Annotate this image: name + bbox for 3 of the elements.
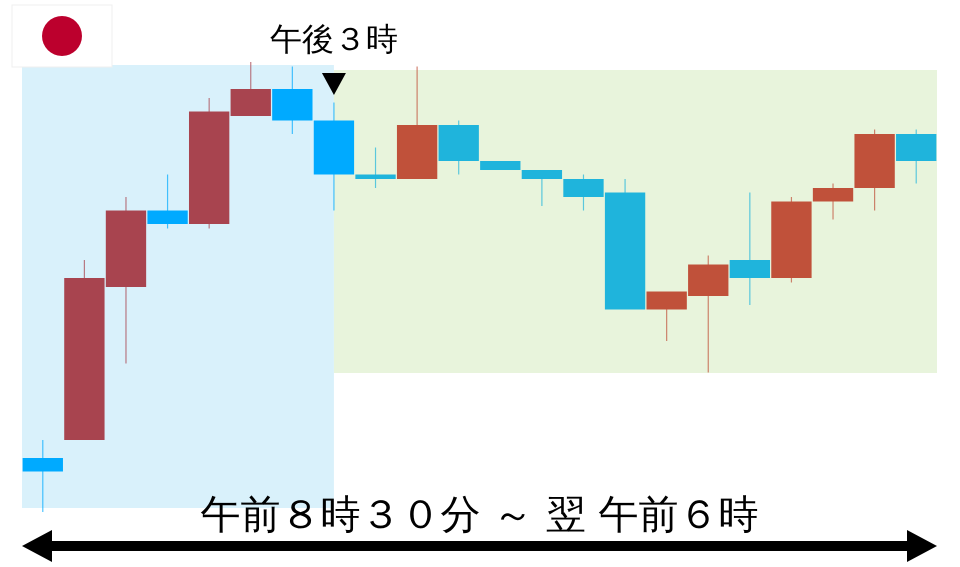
candlestick [355, 146, 396, 189]
text: 午後３時 [270, 20, 398, 58]
annotation: 午前８時３０分 ～ 翌 午前６時 [200, 492, 759, 538]
